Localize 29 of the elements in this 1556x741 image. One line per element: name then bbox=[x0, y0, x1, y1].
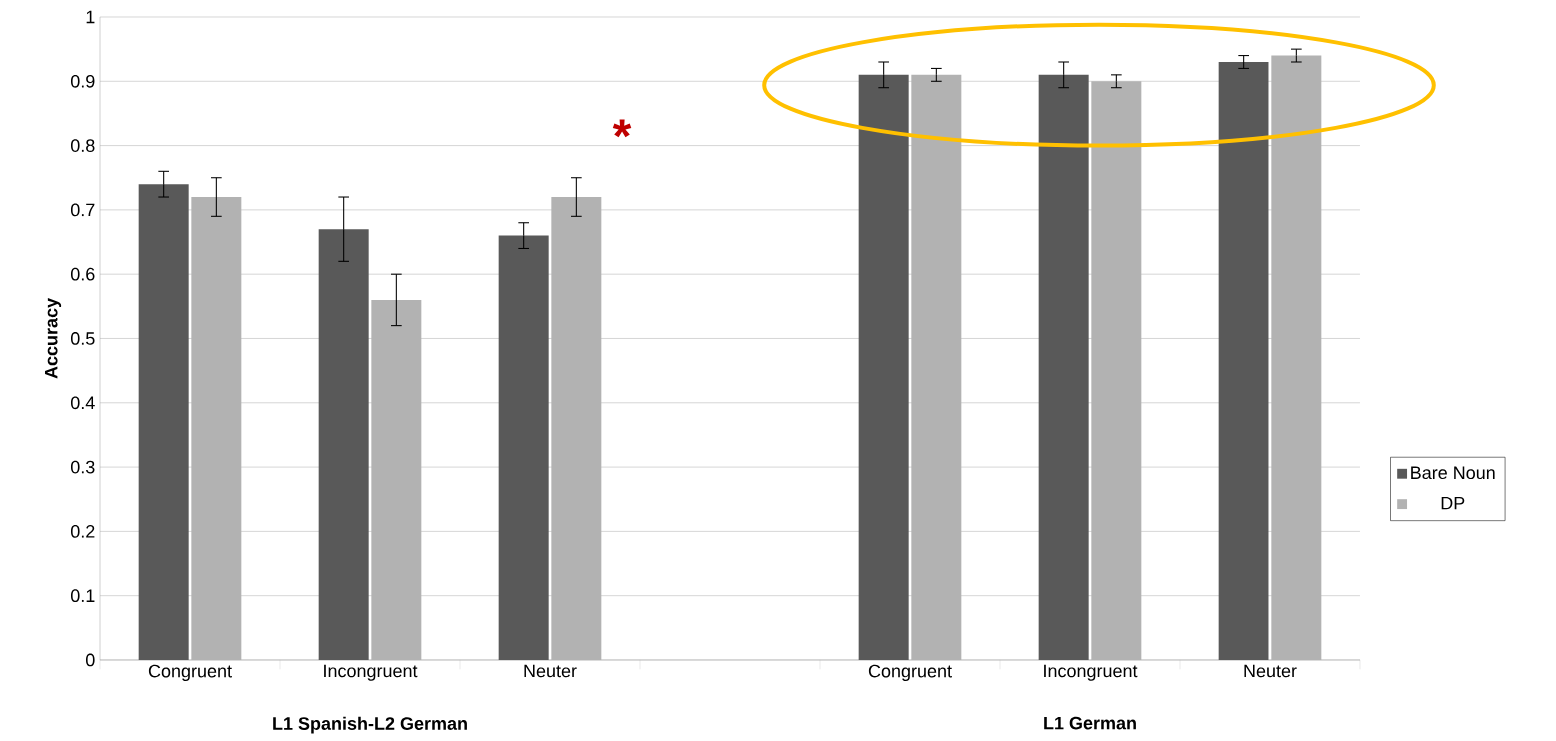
y-tick-label: 0 bbox=[86, 653, 95, 667]
legend-label: DP bbox=[1441, 496, 1465, 510]
x-tick-label: Neuter bbox=[524, 664, 577, 678]
y-tick-label: 0.9 bbox=[70, 74, 95, 88]
text: L1 Spanish-L2 German bbox=[273, 716, 467, 734]
x-tick-label: Incongruent bbox=[1044, 664, 1138, 681]
x-tick-label: Congruent bbox=[868, 664, 952, 682]
bar bbox=[498, 235, 549, 660]
bar bbox=[318, 229, 369, 660]
y-tick-label: 0.3 bbox=[70, 460, 95, 474]
bar bbox=[138, 184, 189, 660]
y-tick-label: 0.7 bbox=[70, 203, 95, 217]
legend-label: Bare Noun bbox=[1411, 466, 1495, 480]
y-tick-label: 0.5 bbox=[70, 332, 95, 345]
text: L1 German bbox=[1044, 716, 1136, 730]
bar bbox=[1038, 74, 1089, 660]
y-tick-label: 0.2 bbox=[70, 525, 95, 538]
y-tick-label: 0.8 bbox=[70, 139, 95, 152]
x-tick-label: Incongruent bbox=[324, 664, 418, 681]
x-tick-label: Neuter bbox=[1244, 664, 1297, 678]
annotation: * bbox=[612, 119, 632, 138]
y-axis-title: Accuracy bbox=[45, 298, 62, 379]
x-tick-label: Congruent bbox=[148, 664, 232, 682]
bar bbox=[1218, 62, 1269, 660]
y-tick-label: 1 bbox=[86, 10, 95, 24]
y-tick-label: 0.4 bbox=[70, 396, 95, 410]
y-tick-label: 0.1 bbox=[70, 589, 95, 603]
y-tick-label: 0.6 bbox=[70, 267, 95, 281]
bar bbox=[858, 74, 909, 660]
